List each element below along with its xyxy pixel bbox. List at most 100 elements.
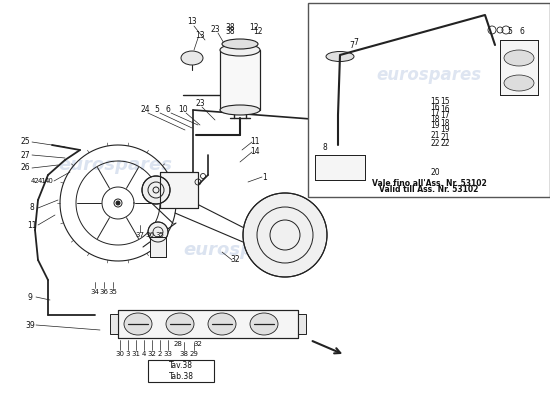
Text: 32: 32 xyxy=(147,351,156,357)
Circle shape xyxy=(148,222,168,242)
Text: 35: 35 xyxy=(108,289,118,295)
Text: 2: 2 xyxy=(158,351,162,357)
Circle shape xyxy=(142,176,170,204)
Text: 6: 6 xyxy=(166,106,170,114)
Text: 39: 39 xyxy=(25,320,35,330)
Text: 18: 18 xyxy=(430,116,440,124)
Text: 14: 14 xyxy=(250,148,260,156)
Text: Vale fino all'Ass. Nr. 53102: Vale fino all'Ass. Nr. 53102 xyxy=(372,178,486,188)
Bar xyxy=(118,310,298,338)
Text: eurospares: eurospares xyxy=(376,66,482,84)
Text: eurospares: eurospares xyxy=(58,156,172,174)
Bar xyxy=(118,310,298,338)
Text: 22: 22 xyxy=(440,140,450,148)
Bar xyxy=(220,50,260,110)
Bar xyxy=(150,237,166,257)
Ellipse shape xyxy=(220,105,260,115)
Circle shape xyxy=(116,201,120,205)
Text: 41: 41 xyxy=(37,178,46,184)
Text: 31: 31 xyxy=(131,351,140,357)
Text: 23: 23 xyxy=(195,100,205,108)
Bar xyxy=(160,172,198,208)
Bar xyxy=(315,155,365,180)
Text: 40: 40 xyxy=(45,178,53,184)
Text: 37: 37 xyxy=(135,232,145,238)
Text: 18: 18 xyxy=(440,118,450,128)
Bar xyxy=(150,237,166,257)
Text: eurospares: eurospares xyxy=(183,241,297,259)
Text: eurospares: eurospares xyxy=(333,166,447,184)
Circle shape xyxy=(243,193,327,277)
Text: 24: 24 xyxy=(140,106,150,114)
Bar xyxy=(298,314,306,334)
Text: 22: 22 xyxy=(430,140,440,148)
Text: 19: 19 xyxy=(440,126,450,134)
Text: 17: 17 xyxy=(430,110,440,118)
Text: 17: 17 xyxy=(440,112,450,120)
Ellipse shape xyxy=(220,44,260,56)
Text: 3: 3 xyxy=(126,351,130,357)
Text: 13: 13 xyxy=(195,30,205,40)
Text: 12: 12 xyxy=(249,24,258,32)
Ellipse shape xyxy=(326,52,354,62)
Text: 11: 11 xyxy=(28,220,37,230)
Text: 1: 1 xyxy=(263,172,267,182)
Text: eurospares: eurospares xyxy=(333,81,447,99)
Bar xyxy=(148,360,214,382)
Ellipse shape xyxy=(208,313,236,335)
Bar xyxy=(500,40,538,95)
Text: 12: 12 xyxy=(253,28,263,36)
Text: 9: 9 xyxy=(28,292,32,302)
Text: 7: 7 xyxy=(350,41,354,50)
Text: 21: 21 xyxy=(440,132,450,142)
Bar xyxy=(324,102,352,158)
Text: 27: 27 xyxy=(20,150,30,160)
Text: 38: 38 xyxy=(225,28,235,36)
Text: Valid till Ass. Nr. 53102: Valid till Ass. Nr. 53102 xyxy=(379,186,478,194)
Text: 36: 36 xyxy=(146,232,155,238)
Text: 8: 8 xyxy=(30,204,34,212)
Text: 5: 5 xyxy=(155,106,159,114)
Ellipse shape xyxy=(250,313,278,335)
Bar xyxy=(160,172,198,208)
Ellipse shape xyxy=(504,75,534,91)
Text: 29: 29 xyxy=(190,351,199,357)
Text: 35: 35 xyxy=(156,232,164,238)
Bar xyxy=(324,102,352,158)
Text: 20: 20 xyxy=(430,168,440,177)
Text: 32: 32 xyxy=(194,341,202,347)
Text: 28: 28 xyxy=(174,341,183,347)
Ellipse shape xyxy=(166,313,194,335)
Text: 36: 36 xyxy=(100,289,108,295)
FancyBboxPatch shape xyxy=(308,3,550,197)
Text: 7: 7 xyxy=(354,38,359,47)
Text: 15: 15 xyxy=(440,98,450,106)
Text: 4: 4 xyxy=(142,351,146,357)
Text: 26: 26 xyxy=(20,164,30,172)
Text: 21: 21 xyxy=(430,132,440,140)
Text: 30: 30 xyxy=(116,351,124,357)
Text: 10: 10 xyxy=(178,106,188,114)
Text: 23: 23 xyxy=(210,26,220,34)
Bar xyxy=(324,60,356,102)
Text: 11: 11 xyxy=(250,138,260,146)
Bar xyxy=(220,50,260,110)
Text: 33: 33 xyxy=(163,351,173,357)
Text: 6: 6 xyxy=(520,28,525,36)
Text: 42: 42 xyxy=(31,178,40,184)
Ellipse shape xyxy=(181,51,203,65)
Text: 38: 38 xyxy=(179,351,189,357)
Bar xyxy=(110,314,118,334)
Ellipse shape xyxy=(124,313,152,335)
Ellipse shape xyxy=(504,50,534,66)
Text: 16: 16 xyxy=(440,104,450,114)
Text: 25: 25 xyxy=(20,138,30,146)
Text: 5: 5 xyxy=(508,28,513,36)
Bar xyxy=(324,60,356,102)
Text: 8: 8 xyxy=(323,144,327,152)
Text: 38: 38 xyxy=(225,24,235,32)
Text: 34: 34 xyxy=(91,289,100,295)
Circle shape xyxy=(114,199,122,207)
Text: 15: 15 xyxy=(430,98,440,106)
Bar xyxy=(315,155,365,180)
